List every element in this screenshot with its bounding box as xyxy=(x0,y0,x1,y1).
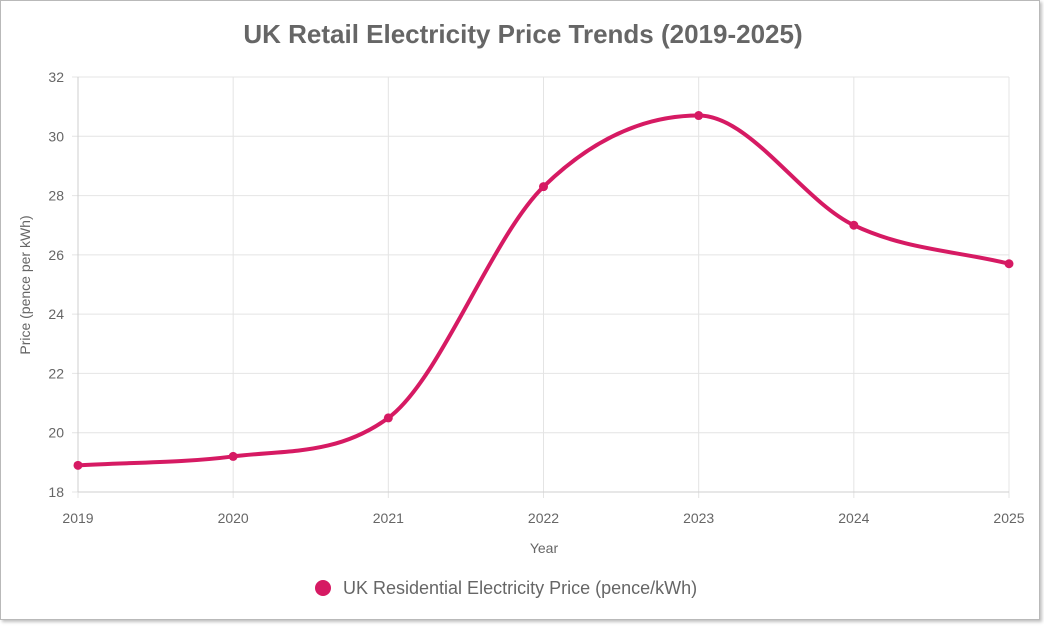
data-point[interactable] xyxy=(539,182,548,192)
legend[interactable]: UK Residential Electricity Price (pence/… xyxy=(315,578,697,598)
y-tick-label: 22 xyxy=(48,365,64,381)
chart-title: UK Retail Electricity Price Trends (2019… xyxy=(243,19,802,49)
data-point[interactable] xyxy=(1004,259,1014,269)
x-axis-label: Year xyxy=(530,540,559,556)
data-point[interactable] xyxy=(849,220,859,230)
x-tick-label: 2021 xyxy=(373,510,404,526)
data-point[interactable] xyxy=(383,413,393,423)
data-point[interactable] xyxy=(73,460,83,470)
y-tick-label: 26 xyxy=(48,247,64,263)
data-point[interactable] xyxy=(694,111,704,121)
x-tick-label: 2025 xyxy=(993,510,1024,526)
y-axis-label: Price (pence per kWh) xyxy=(17,215,33,354)
x-tick-label: 2019 xyxy=(62,510,93,526)
y-tick-label: 24 xyxy=(48,306,64,322)
data-point[interactable] xyxy=(228,451,238,461)
grid-lines xyxy=(72,76,1010,498)
legend-label: UK Residential Electricity Price (pence/… xyxy=(343,578,697,598)
x-tick-label: 2023 xyxy=(683,510,714,526)
x-tick-label: 2020 xyxy=(218,510,249,526)
x-tick-label: 2024 xyxy=(838,510,869,526)
y-tick-label: 18 xyxy=(48,484,64,500)
legend-marker xyxy=(315,580,331,596)
y-tick-label: 28 xyxy=(48,188,64,204)
x-axis-ticks: 2019 2020 2021 2022 2023 2024 2025 xyxy=(62,510,1024,526)
x-tick-label: 2022 xyxy=(528,510,559,526)
series-group xyxy=(73,111,1014,470)
y-axis-ticks: 18 20 22 24 26 28 30 32 xyxy=(48,69,64,500)
y-tick-label: 30 xyxy=(48,128,64,144)
axes xyxy=(77,77,1009,493)
y-tick-label: 20 xyxy=(48,425,64,441)
y-tick-label: 32 xyxy=(48,69,64,85)
